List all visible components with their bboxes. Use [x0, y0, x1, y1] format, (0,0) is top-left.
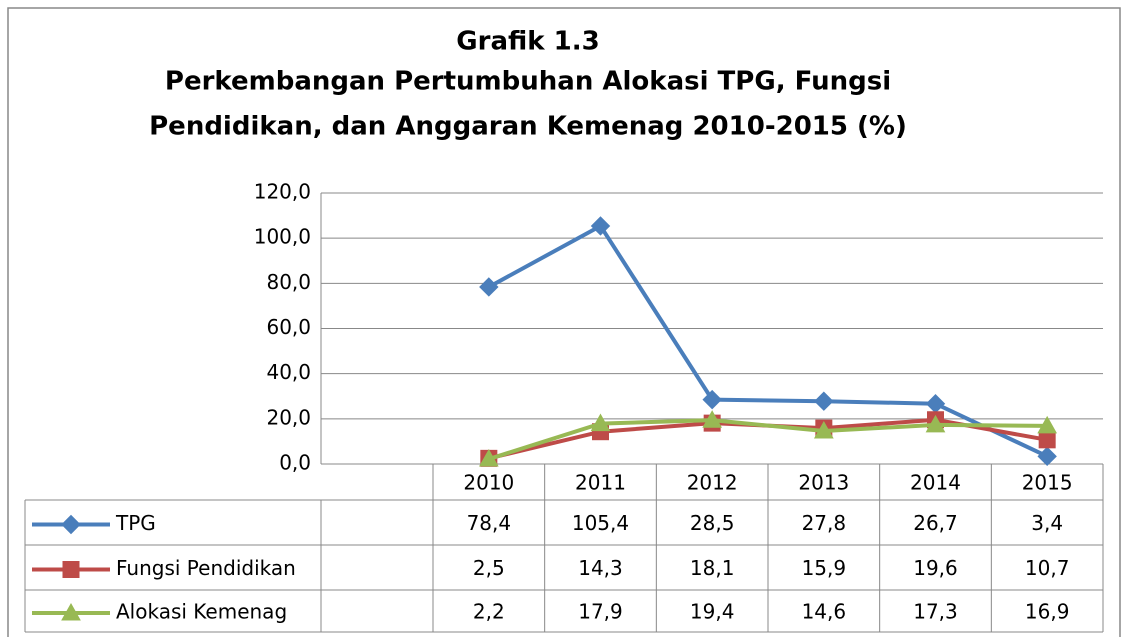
table-value: 2,5	[473, 556, 505, 580]
table-value: 10,7	[1025, 556, 1070, 580]
marker	[1037, 415, 1058, 434]
marker	[813, 421, 834, 439]
x-tick-label: 2010	[463, 471, 514, 495]
legend-label: Fungsi Pendidikan	[116, 556, 296, 580]
y-tick-label: 80,0	[266, 270, 311, 294]
legend-label: Alokasi Kemenag	[116, 600, 287, 624]
table-value: 105,4	[572, 511, 629, 535]
marker	[1038, 431, 1056, 449]
table-value: 18,1	[690, 556, 735, 580]
chart-title: Perkembangan Pertumbuhan Alokasi TPG, Fu…	[165, 67, 891, 97]
table-value: 17,9	[578, 600, 623, 624]
legend-marker	[61, 514, 81, 535]
table-value: 15,9	[802, 556, 847, 580]
series-line	[487, 223, 1049, 459]
table-value: 14,6	[802, 600, 847, 624]
marker	[590, 413, 611, 432]
x-tick-label: 2013	[798, 471, 849, 495]
marker	[479, 277, 499, 297]
table-value: 28,5	[690, 511, 735, 535]
x-tick-label: 2012	[687, 471, 738, 495]
marker	[702, 410, 723, 428]
table-value: 14,3	[578, 556, 623, 580]
legend-marker	[62, 561, 80, 578]
y-tick-label: 60,0	[266, 315, 311, 339]
y-tick-label: 100,0	[254, 225, 311, 249]
y-tick-label: 20,0	[266, 405, 311, 429]
table-value: 16,9	[1025, 600, 1070, 624]
chart-title: Pendidikan, dan Anggaran Kemenag 2010-20…	[149, 112, 907, 142]
chart-title: Grafik 1.3	[456, 27, 599, 57]
table-value: 17,3	[913, 600, 958, 624]
y-tick-label: 40,0	[266, 360, 311, 384]
marker	[478, 449, 499, 467]
x-tick-label: 2011	[575, 471, 626, 495]
table-value: 3,4	[1031, 511, 1063, 535]
marker	[814, 391, 834, 411]
legend-marker	[61, 602, 81, 621]
x-tick-label: 2014	[910, 471, 961, 495]
y-tick-label: 0,0	[279, 451, 311, 475]
legend-label: TPG	[115, 511, 156, 535]
y-tick-label: 120,0	[254, 180, 311, 204]
table-value: 27,8	[802, 511, 847, 535]
table-value: 2,2	[473, 600, 505, 624]
series-line	[488, 418, 1048, 461]
table-value: 19,4	[690, 600, 735, 624]
chart-border	[7, 7, 1121, 637]
table-value: 26,7	[913, 511, 958, 535]
table-value: 78,4	[467, 511, 512, 535]
marker	[590, 216, 611, 236]
x-tick-label: 2015	[1022, 471, 1073, 495]
table-value: 19,6	[913, 556, 958, 580]
marker	[1037, 446, 1057, 467]
marker	[702, 389, 722, 410]
marker	[925, 414, 946, 433]
